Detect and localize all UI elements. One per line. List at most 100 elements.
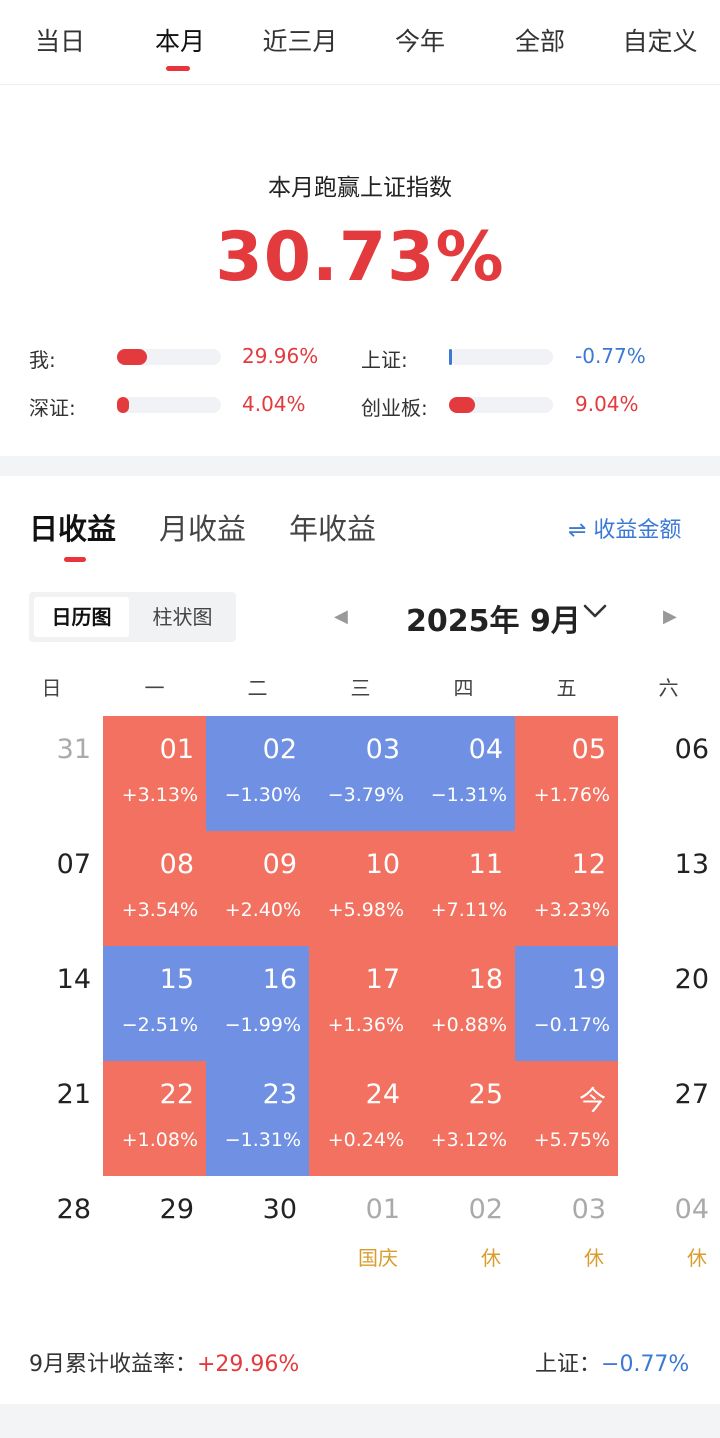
- day-return: +5.98%: [327, 899, 404, 921]
- month-label[interactable]: 2025年 9月: [406, 604, 581, 639]
- calendar-day-cell[interactable]: 02 −1.30%: [206, 716, 309, 831]
- day-return: +7.11%: [430, 899, 507, 921]
- day-number: 25: [468, 1079, 503, 1110]
- day-number: 24: [365, 1079, 400, 1110]
- calendar-day-cell[interactable]: 21: [0, 1061, 103, 1176]
- index-value: −0.77%: [601, 1352, 690, 1377]
- calendar-day-cell[interactable]: 27: [618, 1061, 720, 1176]
- calendar-day-cell[interactable]: 03 −3.79%: [309, 716, 412, 831]
- calendar-day-cell[interactable]: 24 +0.24%: [309, 1061, 412, 1176]
- calendar-view-button[interactable]: 日历图: [34, 597, 129, 637]
- calendar-day-cell[interactable]: 07: [0, 831, 103, 946]
- calendar-day-cell[interactable]: 14: [0, 946, 103, 1061]
- calendar-day-cell[interactable]: 04 休: [618, 1176, 720, 1291]
- tab-daily-returns[interactable]: 日收益: [29, 512, 117, 546]
- day-number: 28: [56, 1194, 91, 1225]
- calendar-day-cell[interactable]: 15 −2.51%: [103, 946, 206, 1061]
- day-return: +3.23%: [533, 899, 610, 921]
- day-return: +0.88%: [430, 1014, 507, 1036]
- day-number: 27: [674, 1079, 709, 1110]
- day-number: 21: [56, 1079, 91, 1110]
- day-return: +3.54%: [121, 899, 198, 921]
- calendar-day-cell[interactable]: 05 +1.76%: [515, 716, 618, 831]
- calendar-day-cell[interactable]: 03 休: [515, 1176, 618, 1291]
- tab-monthly-returns[interactable]: 月收益: [159, 512, 247, 546]
- day-return: +2.40%: [224, 899, 301, 921]
- cumulative-return: 9月累计收益率：+29.96%: [29, 1346, 299, 1378]
- calendar-day-cell[interactable]: 12 +3.23%: [515, 831, 618, 946]
- day-number: 20: [674, 964, 709, 995]
- day-number: 22: [159, 1079, 194, 1110]
- summary-title: 本月跑赢上证指数: [268, 175, 452, 201]
- calendar-day-cell[interactable]: 01 +3.13%: [103, 716, 206, 831]
- calendar-day-cell[interactable]: 23 −1.31%: [206, 1061, 309, 1176]
- cmp-value-me: 29.96%: [242, 344, 319, 368]
- tab-this-year[interactable]: 今年: [394, 27, 445, 56]
- day-number: 02: [468, 1194, 503, 1225]
- tab-custom[interactable]: 自定义: [622, 27, 698, 56]
- day-number: 今: [579, 1086, 606, 1117]
- tab-this-month[interactable]: 本月: [154, 27, 205, 56]
- day-number: 11: [468, 849, 503, 880]
- calendar-day-cell[interactable]: 16 −1.99%: [206, 946, 309, 1061]
- tab-yearly-returns[interactable]: 年收益: [289, 512, 377, 546]
- calendar-day-cell[interactable]: 02 休: [412, 1176, 515, 1291]
- calendar-day-cell[interactable]: 11 +7.11%: [412, 831, 515, 946]
- weekday-tue: 二: [247, 676, 268, 700]
- day-number: 01: [365, 1194, 400, 1225]
- calendar-day-cell[interactable]: 今 +5.75%: [515, 1061, 618, 1176]
- bottom-divider: [0, 1404, 720, 1438]
- day-number: 16: [262, 964, 297, 995]
- day-number: 04: [468, 734, 503, 765]
- amount-toggle-button[interactable]: ⇌ 收益金额: [568, 518, 682, 543]
- calendar-day-cell[interactable]: 22 +1.08%: [103, 1061, 206, 1176]
- day-return: −3.79%: [327, 784, 404, 806]
- weekday-wed: 三: [350, 676, 371, 700]
- holiday-label: 休: [687, 1246, 707, 1270]
- calendar-day-cell[interactable]: 06: [618, 716, 720, 831]
- calendar-day-cell[interactable]: 09 +2.40%: [206, 831, 309, 946]
- calendar-day-cell[interactable]: 08 +3.54%: [103, 831, 206, 946]
- chevron-down-icon[interactable]: [582, 598, 608, 628]
- weekday-sat: 六: [658, 676, 679, 700]
- day-return: +1.08%: [121, 1129, 198, 1151]
- tab-today[interactable]: 当日: [34, 27, 85, 56]
- cmp-label-cyb: 创业板:: [361, 396, 428, 420]
- day-return: −1.30%: [224, 784, 301, 806]
- tab-all[interactable]: 全部: [514, 27, 565, 56]
- calendar-day-cell[interactable]: 04 −1.31%: [412, 716, 515, 831]
- prev-month-icon[interactable]: ◀: [334, 606, 348, 627]
- day-return: +3.12%: [430, 1129, 507, 1151]
- day-number: 23: [262, 1079, 297, 1110]
- index-return: 上证：−0.77%: [535, 1346, 689, 1378]
- calendar-day-cell[interactable]: 28: [0, 1176, 103, 1291]
- calendar-day-cell[interactable]: 01 国庆: [309, 1176, 412, 1291]
- calendar-day-cell[interactable]: 31: [0, 716, 103, 831]
- calendar-day-cell[interactable]: 30: [206, 1176, 309, 1291]
- calendar-day-cell[interactable]: 17 +1.36%: [309, 946, 412, 1061]
- calendar-day-cell[interactable]: 19 −0.17%: [515, 946, 618, 1061]
- calendar-day-cell[interactable]: 10 +5.98%: [309, 831, 412, 946]
- holiday-label: 国庆: [358, 1246, 398, 1270]
- day-return: +3.13%: [121, 784, 198, 806]
- calendar-day-cell[interactable]: 18 +0.88%: [412, 946, 515, 1061]
- day-number: 03: [571, 1194, 606, 1225]
- calendar-day-cell[interactable]: 20: [618, 946, 720, 1061]
- day-number: 17: [365, 964, 400, 995]
- cumulative-label: 9月累计收益率：: [29, 1352, 197, 1377]
- calendar-day-cell[interactable]: 29: [103, 1176, 206, 1291]
- calendar-day-cell[interactable]: 13: [618, 831, 720, 946]
- day-number: 02: [262, 734, 297, 765]
- bar-view-button[interactable]: 柱状图: [152, 605, 213, 629]
- day-return: −0.17%: [533, 1014, 610, 1036]
- day-return: −1.31%: [224, 1129, 301, 1151]
- day-number: 12: [571, 849, 606, 880]
- cmp-value-sh: -0.77%: [575, 344, 646, 368]
- day-number: 31: [56, 734, 91, 765]
- next-month-icon[interactable]: ▶: [663, 606, 677, 627]
- day-number: 04: [674, 1194, 709, 1225]
- day-number: 14: [56, 964, 91, 995]
- day-return: +0.24%: [327, 1129, 404, 1151]
- tab-three-months[interactable]: 近三月: [262, 27, 338, 56]
- calendar-day-cell[interactable]: 25 +3.12%: [412, 1061, 515, 1176]
